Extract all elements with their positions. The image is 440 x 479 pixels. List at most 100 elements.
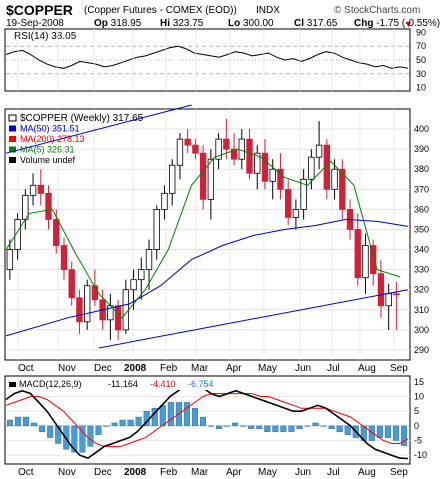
candle-body	[393, 293, 400, 296]
x-axis-label: 2008	[124, 467, 147, 478]
macd-histogram-bar	[328, 425, 335, 430]
candle-body	[315, 144, 323, 158]
channel-upper-line	[5, 104, 192, 154]
macd-legend-bg	[7, 378, 245, 390]
rsi-label: RSI(14) 38.05	[14, 31, 77, 42]
ma50-line	[5, 218, 409, 337]
x-axis-label: Nov	[58, 363, 76, 374]
ma5-line	[5, 148, 401, 319]
x-axis-label: Aug	[358, 363, 376, 374]
macd-histogram-bar	[232, 422, 239, 427]
x-axis-label: Oct	[18, 363, 34, 374]
macd-legend: MACD(12,26,9) -11.164 -4.410 -6.754	[7, 378, 245, 390]
macd-histogram-bar	[15, 416, 22, 427]
macd-tick-label: -10	[414, 450, 427, 460]
candle-body	[261, 152, 269, 182]
price-tick-label: 310	[414, 305, 429, 315]
price-ticks: 400 390 380 370 360 350 340 330 320 310 300 290	[414, 124, 429, 355]
macd-histogram-bar	[368, 425, 375, 441]
candle-body	[215, 138, 222, 160]
legend-swatch	[9, 157, 16, 163]
macd-histogram-bar	[79, 425, 86, 453]
macd-title: MACD(12,26,9)	[19, 379, 82, 389]
macd-histogram-bar	[296, 425, 303, 430]
macd-histogram-bar	[23, 416, 30, 427]
x-axis-label: 2008	[124, 363, 147, 374]
macd-tick-label: 15	[414, 377, 424, 387]
macd-histogram-bar	[103, 425, 110, 427]
price-tick-label: 320	[414, 285, 429, 295]
rsi-ticks: 90 70 50 30 10	[416, 27, 426, 92]
x-axis-label: Mar	[191, 467, 209, 478]
candle-body	[169, 164, 176, 194]
macd-histogram-bar	[47, 425, 54, 438]
macd-histogram-bar	[119, 419, 126, 427]
x-axis-label: Oct	[18, 467, 34, 478]
x-axis-label: Dec	[94, 363, 112, 374]
candle-body	[362, 245, 369, 279]
rsi-line	[5, 45, 409, 69]
x-axis-label: Mar	[191, 363, 209, 374]
price-tick-label: 400	[414, 124, 429, 134]
candle-body	[130, 279, 137, 291]
macd-value: -6.754	[188, 379, 214, 389]
watermark: © StockCharts.com	[334, 5, 420, 16]
candle-body	[161, 192, 168, 210]
macd-histogram-bar	[392, 425, 399, 441]
x-axis-label: Jun	[295, 363, 311, 374]
candle-body	[176, 138, 184, 166]
price-tick-label: 370	[414, 184, 429, 194]
quote-date: 19-Sep-2008	[6, 18, 64, 29]
macd-histogram-bar	[280, 425, 287, 432]
price-tick-label: 340	[414, 245, 429, 255]
macd-histogram-bar	[336, 425, 343, 432]
macd-histogram-bar	[135, 416, 142, 427]
quote-op: Op 318.95	[94, 18, 142, 29]
legend-entry: $COPPER (Weekly) 317.65	[20, 113, 144, 124]
x-axis-label: May	[258, 467, 277, 478]
x-axis-label: Jul	[327, 363, 340, 374]
macd-histogram	[7, 402, 407, 453]
candle-body	[223, 138, 230, 150]
candle-body	[377, 273, 385, 307]
quote-chg: Chg -1.75 (-0.55%)	[354, 18, 440, 29]
legend-swatch	[9, 136, 16, 142]
legend-swatch	[9, 382, 16, 387]
rsi-tick-label: 50	[416, 55, 426, 65]
macd-histogram-bar	[320, 425, 327, 427]
legend-entry: MA(5) 326.31	[20, 145, 75, 155]
macd-histogram-bar	[312, 422, 319, 427]
macd-ticks: 15 10 5 0 -5 -10	[414, 377, 427, 460]
price-tick-label: 390	[414, 144, 429, 154]
legend-entry: MA(50) 351.51	[20, 124, 80, 134]
macd-tick-label: 5	[414, 406, 419, 416]
macd-histogram-bar	[159, 405, 166, 427]
candle-body	[122, 289, 130, 331]
macd-histogram-bar	[71, 425, 78, 453]
down-arrow-icon: ▼	[404, 19, 413, 29]
candlesticks	[6, 119, 400, 340]
candle-body	[277, 168, 284, 190]
candle-body	[339, 168, 346, 210]
macd-histogram-bar	[87, 425, 94, 447]
macd-histogram-bar	[31, 422, 38, 427]
macd-histogram-bar	[208, 425, 215, 427]
candle-body	[246, 138, 253, 174]
exchange: INDX	[256, 5, 280, 16]
candle-body	[114, 305, 122, 331]
quote-cl: Cl 317.65	[294, 18, 338, 29]
candle-body	[83, 285, 91, 323]
macd-histogram-bar	[7, 419, 14, 427]
macd-histogram-bar	[240, 425, 247, 427]
x-axis-label: Apr	[226, 363, 242, 374]
macd-histogram-bar	[344, 425, 351, 435]
x-axis-label: Feb	[160, 467, 178, 478]
candle-body	[331, 168, 338, 190]
x-axis-label: May	[258, 363, 277, 374]
macd-histogram-bar	[384, 425, 391, 438]
x-axis-labels-bottom: Oct Nov Dec 2008 Feb Mar Apr May Jun Jul Aug Sep	[18, 467, 408, 478]
candle-body	[385, 293, 392, 307]
candle-body	[6, 249, 14, 271]
